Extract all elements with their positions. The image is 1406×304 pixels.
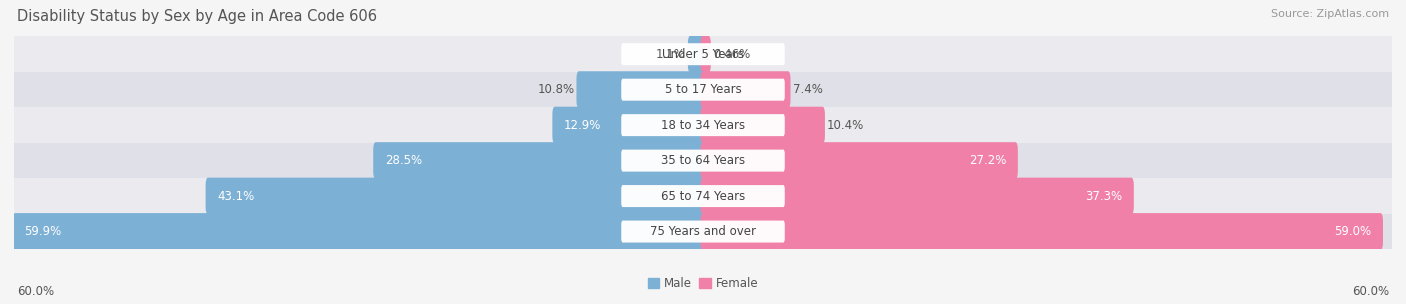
FancyBboxPatch shape [621, 43, 785, 65]
Text: 75 Years and over: 75 Years and over [650, 225, 756, 238]
Text: 59.9%: 59.9% [24, 225, 62, 238]
FancyBboxPatch shape [700, 107, 825, 143]
Text: 59.0%: 59.0% [1334, 225, 1371, 238]
Text: 7.4%: 7.4% [793, 83, 823, 96]
Text: 10.8%: 10.8% [537, 83, 575, 96]
Bar [14, 107, 1392, 143]
FancyBboxPatch shape [700, 142, 1018, 179]
FancyBboxPatch shape [621, 79, 785, 101]
FancyBboxPatch shape [700, 71, 790, 108]
FancyBboxPatch shape [700, 213, 1384, 250]
Bar [14, 178, 1392, 214]
FancyBboxPatch shape [553, 107, 706, 143]
Text: 37.3%: 37.3% [1085, 190, 1122, 202]
FancyBboxPatch shape [688, 36, 706, 73]
FancyBboxPatch shape [700, 178, 1133, 215]
Text: 43.1%: 43.1% [218, 190, 254, 202]
FancyBboxPatch shape [621, 150, 785, 171]
Text: 65 to 74 Years: 65 to 74 Years [661, 190, 745, 202]
Text: 18 to 34 Years: 18 to 34 Years [661, 119, 745, 132]
Text: 35 to 64 Years: 35 to 64 Years [661, 154, 745, 167]
Bar [14, 36, 1392, 72]
FancyBboxPatch shape [373, 142, 706, 179]
Text: 10.4%: 10.4% [827, 119, 865, 132]
Text: 60.0%: 60.0% [1353, 285, 1389, 298]
Legend: Male, Female: Male, Female [648, 277, 758, 290]
Text: Under 5 Years: Under 5 Years [662, 48, 744, 61]
Bar [14, 72, 1392, 107]
Text: 1.1%: 1.1% [657, 48, 686, 61]
Bar [14, 143, 1392, 178]
FancyBboxPatch shape [205, 178, 706, 215]
Text: 5 to 17 Years: 5 to 17 Years [665, 83, 741, 96]
Bar [14, 214, 1392, 249]
FancyBboxPatch shape [621, 114, 785, 136]
FancyBboxPatch shape [621, 185, 785, 207]
Text: Disability Status by Sex by Age in Area Code 606: Disability Status by Sex by Age in Area … [17, 9, 377, 24]
FancyBboxPatch shape [576, 71, 706, 108]
FancyBboxPatch shape [13, 213, 706, 250]
Text: 12.9%: 12.9% [564, 119, 602, 132]
FancyBboxPatch shape [621, 221, 785, 243]
Text: 27.2%: 27.2% [969, 154, 1007, 167]
Text: 28.5%: 28.5% [385, 154, 422, 167]
FancyBboxPatch shape [700, 36, 711, 73]
Text: 60.0%: 60.0% [17, 285, 53, 298]
Text: Source: ZipAtlas.com: Source: ZipAtlas.com [1271, 9, 1389, 19]
Text: 0.46%: 0.46% [713, 48, 751, 61]
